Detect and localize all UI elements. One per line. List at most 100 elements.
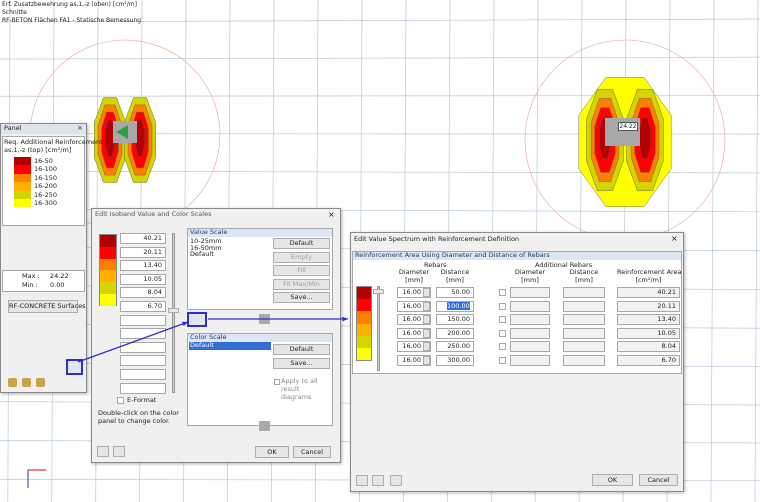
add-diameter-field[interactable] <box>510 287 550 298</box>
value-scale-button[interactable]: Default <box>273 238 330 249</box>
value-field[interactable]: 13.40 <box>120 260 166 272</box>
sort-button[interactable] <box>372 475 384 486</box>
distance-field[interactable]: 200.00 <box>436 327 474 339</box>
add-distance-field[interactable] <box>563 287 605 298</box>
spinner[interactable] <box>423 301 430 311</box>
distance-field[interactable]: 250.00 <box>436 341 474 353</box>
value-scale-button[interactable]: Fill <box>273 265 330 277</box>
add-distance-field[interactable] <box>563 314 605 326</box>
delete-button[interactable] <box>390 475 402 486</box>
color-cell[interactable] <box>100 235 116 247</box>
value-scale-button[interactable]: Fit Max/Min <box>273 278 330 290</box>
value-field[interactable] <box>120 382 166 394</box>
panel-icon[interactable] <box>8 378 17 387</box>
legend-swatch[interactable] <box>14 182 31 191</box>
legend-swatch[interactable] <box>14 199 31 208</box>
value-field[interactable] <box>120 369 166 380</box>
additional-checkbox[interactable] <box>499 329 506 337</box>
e-format-checkbox[interactable] <box>117 397 124 404</box>
slider-thumb[interactable] <box>373 289 384 294</box>
search-button[interactable] <box>66 359 83 375</box>
delete-button[interactable] <box>259 421 270 431</box>
add-diameter-field[interactable] <box>510 341 550 353</box>
add-distance-field[interactable] <box>563 300 605 312</box>
additional-checkbox[interactable] <box>499 289 506 296</box>
legend-swatch[interactable] <box>14 157 31 166</box>
diameter-field[interactable]: 16.00 <box>397 314 431 326</box>
diameter-field[interactable]: 16.00 <box>397 327 431 339</box>
value-field[interactable]: 20.11 <box>120 246 166 258</box>
value-scale-button[interactable]: Save... <box>273 292 330 304</box>
edit-button[interactable] <box>113 446 125 457</box>
value-field[interactable] <box>120 355 166 367</box>
additional-checkbox[interactable] <box>499 357 506 364</box>
color-cell[interactable] <box>100 270 116 283</box>
value-field[interactable]: 10.05 <box>120 273 166 285</box>
additional-checkbox[interactable] <box>499 343 506 351</box>
value-field[interactable] <box>120 314 166 326</box>
value-field[interactable]: 8.04 <box>120 287 166 299</box>
value-scale-item[interactable]: Default <box>190 250 214 258</box>
diameter-field[interactable]: 16.00 <box>397 341 431 353</box>
distance-field[interactable]: 50.00 <box>436 287 474 298</box>
color-cell[interactable] <box>100 282 116 294</box>
color-scale-item[interactable]: Default <box>189 341 271 350</box>
add-diameter-field[interactable] <box>510 355 550 366</box>
color-cell[interactable] <box>357 323 371 336</box>
distance-field[interactable]: 100.00 <box>436 300 474 312</box>
color-cell[interactable] <box>357 311 371 324</box>
panel-icon[interactable] <box>22 378 31 387</box>
color-scale-button[interactable]: Save... <box>273 357 330 369</box>
color-cell[interactable] <box>357 348 371 361</box>
add-distance-field[interactable] <box>563 355 605 366</box>
spinner[interactable] <box>423 315 430 325</box>
ok-button[interactable]: OK <box>592 474 633 486</box>
add-diameter-field[interactable] <box>510 327 550 339</box>
diameter-field[interactable]: 16.00 <box>397 300 431 312</box>
additional-checkbox[interactable] <box>499 302 506 310</box>
color-cell[interactable] <box>100 294 116 306</box>
value-field[interactable] <box>120 328 166 340</box>
color-cell[interactable] <box>100 246 116 259</box>
transfer-button[interactable] <box>187 312 207 327</box>
spinner[interactable] <box>423 356 430 365</box>
value-scale-button[interactable]: Empty <box>273 251 330 263</box>
cancel-button[interactable]: Cancel <box>639 474 678 486</box>
spinner[interactable] <box>423 288 430 297</box>
value-field[interactable] <box>120 341 166 353</box>
value-field[interactable]: 6.70 <box>120 301 166 312</box>
add-diameter-field[interactable] <box>510 300 550 312</box>
cancel-button[interactable]: Cancel <box>293 446 331 458</box>
spinner[interactable] <box>423 342 430 352</box>
panel-button[interactable]: RF-CONCRETE Surfaces <box>8 300 86 313</box>
panel-icon[interactable] <box>36 378 45 387</box>
add-distance-field[interactable] <box>563 341 605 353</box>
diameter-field[interactable]: 16.00 <box>397 355 431 366</box>
legend-swatch[interactable] <box>14 173 31 183</box>
dialog-close[interactable]: × <box>671 234 678 243</box>
distance-field[interactable]: 300.00 <box>436 355 474 366</box>
color-cell[interactable] <box>357 299 371 312</box>
panel-close[interactable]: × <box>77 124 83 132</box>
add-distance-field[interactable] <box>563 327 605 339</box>
delete-button[interactable] <box>259 314 270 324</box>
apply-all-checkbox[interactable] <box>274 379 280 385</box>
color-cell[interactable] <box>357 335 371 348</box>
color-cell[interactable] <box>357 287 371 300</box>
ok-button[interactable]: OK <box>255 446 289 458</box>
distance-field[interactable]: 150.00 <box>436 314 474 326</box>
dialog-close[interactable]: × <box>328 210 335 219</box>
legend-swatch[interactable] <box>14 165 31 174</box>
legend-swatch[interactable] <box>14 190 31 199</box>
diameter-field[interactable]: 16.00 <box>397 287 431 298</box>
add-diameter-field[interactable] <box>510 314 550 326</box>
additional-checkbox[interactable] <box>499 316 506 324</box>
value-scale-item[interactable]: 16-50mm <box>190 243 222 252</box>
help-button[interactable] <box>97 446 109 457</box>
value-field[interactable]: 40.21 <box>120 233 166 244</box>
spinner[interactable] <box>423 328 430 338</box>
value-scale-item[interactable]: 10-25mm <box>190 237 222 245</box>
color-scale-button[interactable]: Default <box>273 344 330 355</box>
slider-thumb[interactable] <box>168 308 179 313</box>
color-cell[interactable] <box>100 258 116 271</box>
